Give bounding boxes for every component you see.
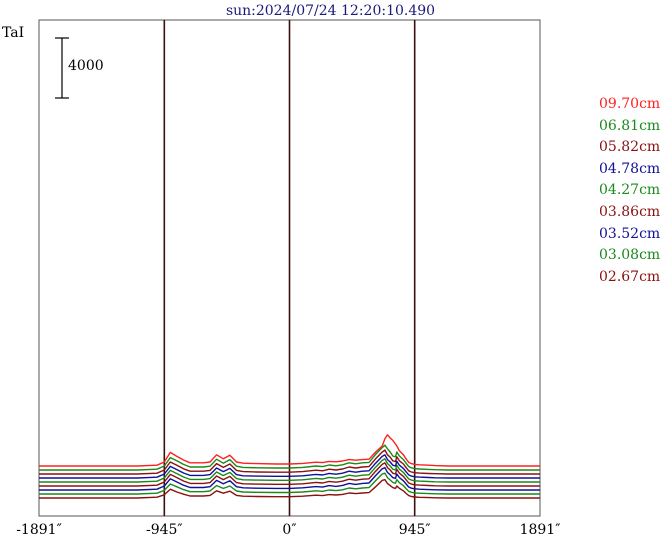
scale-bar-label: 4000 <box>68 58 104 74</box>
legend-item: 09.70cm <box>599 96 661 112</box>
vertical-reference-lines <box>163 20 416 516</box>
x-tick-label: -1891″ <box>16 522 62 538</box>
legend-item: 04.27cm <box>599 182 661 199</box>
legend-item: 03.86cm <box>599 204 661 220</box>
series-line-03.52cm <box>39 466 540 491</box>
legend-item: 03.52cm <box>599 225 661 242</box>
legend-item: 05.82cm <box>599 139 661 156</box>
legend-item: 02.67cm <box>599 268 661 285</box>
x-tick-label: 1891″ <box>519 522 561 538</box>
x-tick-label: -945″ <box>145 522 183 538</box>
series-line-04.27cm <box>39 458 540 483</box>
legend-item: 04.78cm <box>599 160 661 177</box>
series-line-09.70cm <box>39 434 540 467</box>
scale-bar <box>55 37 69 99</box>
legend-item: 06.81cm <box>599 117 661 134</box>
x-tick-label: 0″ <box>282 522 297 538</box>
series-line-04.78cm <box>39 454 540 479</box>
series-lines <box>39 434 540 499</box>
series-line-03.86cm <box>39 462 540 487</box>
series-line-05.82cm <box>39 449 540 475</box>
x-tick-label: 945″ <box>398 522 431 538</box>
chart-title: sun:2024/07/24 12:20:10.490 <box>225 3 436 19</box>
y-axis-label: TaI <box>2 25 25 41</box>
legend-item: 03.08cm <box>599 247 661 264</box>
series-line-02.67cm <box>39 478 540 499</box>
series-line-06.81cm <box>39 444 540 471</box>
series-line-03.08cm <box>39 472 540 495</box>
